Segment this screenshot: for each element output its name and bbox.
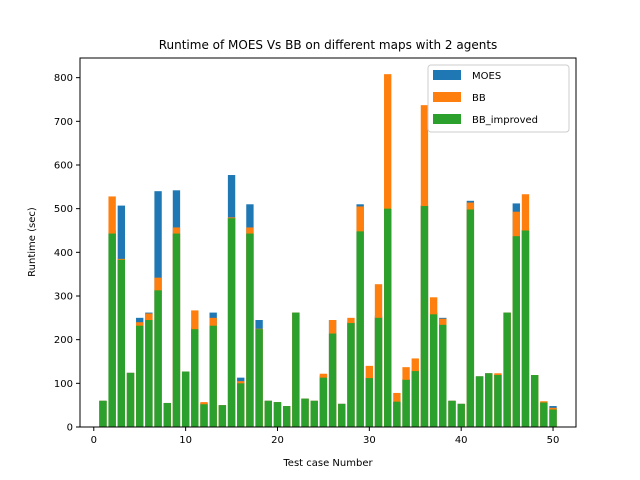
bar-bb-improved [411,371,419,427]
bar-bb-improved [384,208,392,427]
bar-bb-improved [549,409,557,427]
bar-bb-improved [264,400,272,427]
bar-bb-improved [429,314,438,427]
bars-layer [99,74,557,427]
bar-bb-improved [475,376,484,427]
bar-bb-improved [540,402,548,427]
x-tick-label: 30 [363,435,376,446]
x-tick-label: 0 [91,435,97,446]
legend-swatch-bb-improved [433,114,461,124]
plot-frame [79,57,577,428]
bar-bb-improved [356,231,364,427]
y-tick-label: 500 [54,204,73,215]
bar-bb-improved [521,230,530,427]
bar-bb-improved [512,236,520,427]
x-tick-label: 40 [455,435,468,446]
legend-label-bb-improved: BB_improved [472,115,538,126]
y-tick-label: 700 [54,117,73,128]
bar-bb-improved [374,317,383,427]
bar-bb-improved [154,290,162,427]
y-axis: 0 100 200 300 400 500 600 700 800 [54,73,80,434]
bar-bb-improved [163,402,171,427]
bar-bb-improved [393,401,401,427]
bar-bb-improved [117,259,126,427]
bar-bb-improved [494,375,502,427]
bar-bb-improved [246,233,254,427]
legend-swatch-bb [433,92,461,102]
bar-bb-improved [328,333,337,427]
legend: MOES BB BB_improved [427,64,570,133]
x-tick-label: 10 [179,435,192,446]
bar-bb-improved [347,323,355,427]
bar-bb-improved [218,405,227,427]
bar-bb-improved [457,403,465,427]
y-tick-label: 200 [54,335,73,346]
bar-bb-improved [448,400,456,427]
bar-bb-improved [282,406,291,427]
bar-bb-improved [172,233,181,427]
bar-bb-improved [237,383,245,427]
bar-bb-improved [191,329,199,427]
legend-frame [427,64,570,133]
bar-bb-improved [126,372,135,427]
x-tick-label: 20 [271,435,284,446]
bar-bb-improved [485,373,493,427]
x-axis-label: Test case Number [282,458,373,469]
y-tick-label: 600 [54,160,73,171]
bar-bb-improved [466,209,475,427]
bar-bb-improved [209,325,217,427]
bar-bb-improved [273,402,282,427]
bar-bb-improved [181,371,190,427]
y-tick-label: 0 [67,423,73,434]
bar-bb-improved [402,379,410,427]
x-axis: 0 10 20 30 40 50 [91,427,560,446]
y-tick-label: 800 [54,73,73,84]
y-tick-label: 400 [54,248,73,259]
bar-bb-improved [420,206,429,427]
bar-bb-improved [145,320,153,427]
x-tick-label: 50 [547,435,560,446]
bar-bb-improved [255,329,263,427]
bar-bb-improved [503,312,511,427]
y-axis-label: Runtime (sec) [27,207,38,277]
bar-bb-improved [108,233,116,427]
bar-bb-improved [99,400,107,427]
legend-label-bb: BB [472,93,486,104]
chart-title: Runtime of MOES Vs BB on different maps … [159,38,498,52]
bar-bb-improved [301,398,309,427]
bar-bb-improved [530,375,539,427]
bar-bb-improved [319,377,328,427]
legend-label-moes: MOES [472,71,501,82]
y-tick-label: 100 [54,379,73,390]
bar-bb-improved [200,404,208,427]
bar-bb-improved [439,324,447,427]
bar-bb-improved [227,218,236,427]
bar-bb-improved [292,312,300,427]
bar-bb-improved [310,400,318,427]
bar-bb-improved [338,403,346,427]
legend-swatch-moes [433,70,461,80]
y-tick-label: 300 [54,291,73,302]
bar-bb-improved [136,325,144,427]
bar-bb-improved [365,378,374,427]
